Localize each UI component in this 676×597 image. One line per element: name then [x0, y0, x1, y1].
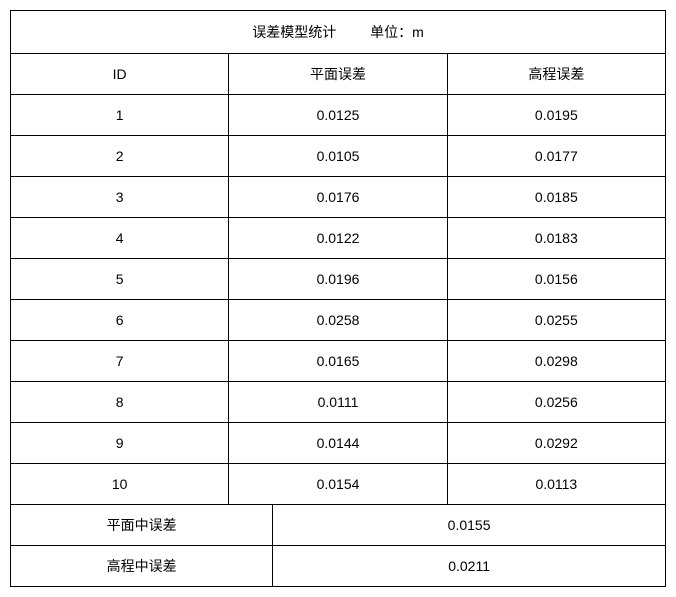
title-cell: 误差模型统计 单位：m: [11, 11, 666, 54]
table-cell: 0.0125: [229, 95, 447, 136]
table-cell: 0.0113: [447, 464, 665, 505]
col-header-plane-error: 平面误差: [229, 54, 447, 95]
summary-table: 平面中误差0.0155高程中误差0.0211: [10, 505, 666, 587]
table-row: 10.01250.0195: [11, 95, 666, 136]
table-cell: 2: [11, 136, 229, 177]
table-cell: 0.0176: [229, 177, 447, 218]
summary-value: 0.0155: [273, 505, 666, 546]
table-row: 90.01440.0292: [11, 423, 666, 464]
table-row: 30.01760.0185: [11, 177, 666, 218]
table-cell: 0.0258: [229, 300, 447, 341]
col-header-elevation-error: 高程误差: [447, 54, 665, 95]
table-cell: 7: [11, 341, 229, 382]
table-row: 70.01650.0298: [11, 341, 666, 382]
table-cell: 4: [11, 218, 229, 259]
summary-value: 0.0211: [273, 546, 666, 587]
table-cell: 0.0185: [447, 177, 665, 218]
summary-label: 高程中误差: [11, 546, 273, 587]
table-cell: 0.0292: [447, 423, 665, 464]
unit-label: 单位：m: [370, 22, 424, 42]
table-cell: 0.0165: [229, 341, 447, 382]
table-cell: 6: [11, 300, 229, 341]
error-statistics-table: 误差模型统计 单位：m ID 平面误差 高程误差 10.01250.019520…: [10, 10, 666, 505]
table-cell: 0.0298: [447, 341, 665, 382]
table-row: 50.01960.0156: [11, 259, 666, 300]
table-cell: 0.0255: [447, 300, 665, 341]
header-row: ID 平面误差 高程误差: [11, 54, 666, 95]
table-cell: 0.0196: [229, 259, 447, 300]
table-cell: 5: [11, 259, 229, 300]
table-cell: 0.0183: [447, 218, 665, 259]
table-cell: 0.0154: [229, 464, 447, 505]
table-cell: 3: [11, 177, 229, 218]
table-cell: 0.0105: [229, 136, 447, 177]
table-cell: 8: [11, 382, 229, 423]
table-cell: 9: [11, 423, 229, 464]
table-title: 误差模型统计: [252, 22, 336, 42]
table-row: 60.02580.0255: [11, 300, 666, 341]
table-row: 100.01540.0113: [11, 464, 666, 505]
title-row: 误差模型统计 单位：m: [11, 11, 666, 54]
col-header-id: ID: [11, 54, 229, 95]
summary-label: 平面中误差: [11, 505, 273, 546]
table-cell: 0.0156: [447, 259, 665, 300]
summary-row: 平面中误差0.0155: [11, 505, 666, 546]
table-cell: 0.0144: [229, 423, 447, 464]
table-cell: 0.0122: [229, 218, 447, 259]
table-cell: 1: [11, 95, 229, 136]
table-cell: 10: [11, 464, 229, 505]
table-cell: 0.0256: [447, 382, 665, 423]
table-cell: 0.0195: [447, 95, 665, 136]
error-statistics-table-container: 误差模型统计 单位：m ID 平面误差 高程误差 10.01250.019520…: [10, 10, 666, 587]
table-row: 20.01050.0177: [11, 136, 666, 177]
summary-row: 高程中误差0.0211: [11, 546, 666, 587]
table-cell: 0.0111: [229, 382, 447, 423]
table-cell: 0.0177: [447, 136, 665, 177]
table-row: 80.01110.0256: [11, 382, 666, 423]
table-row: 40.01220.0183: [11, 218, 666, 259]
